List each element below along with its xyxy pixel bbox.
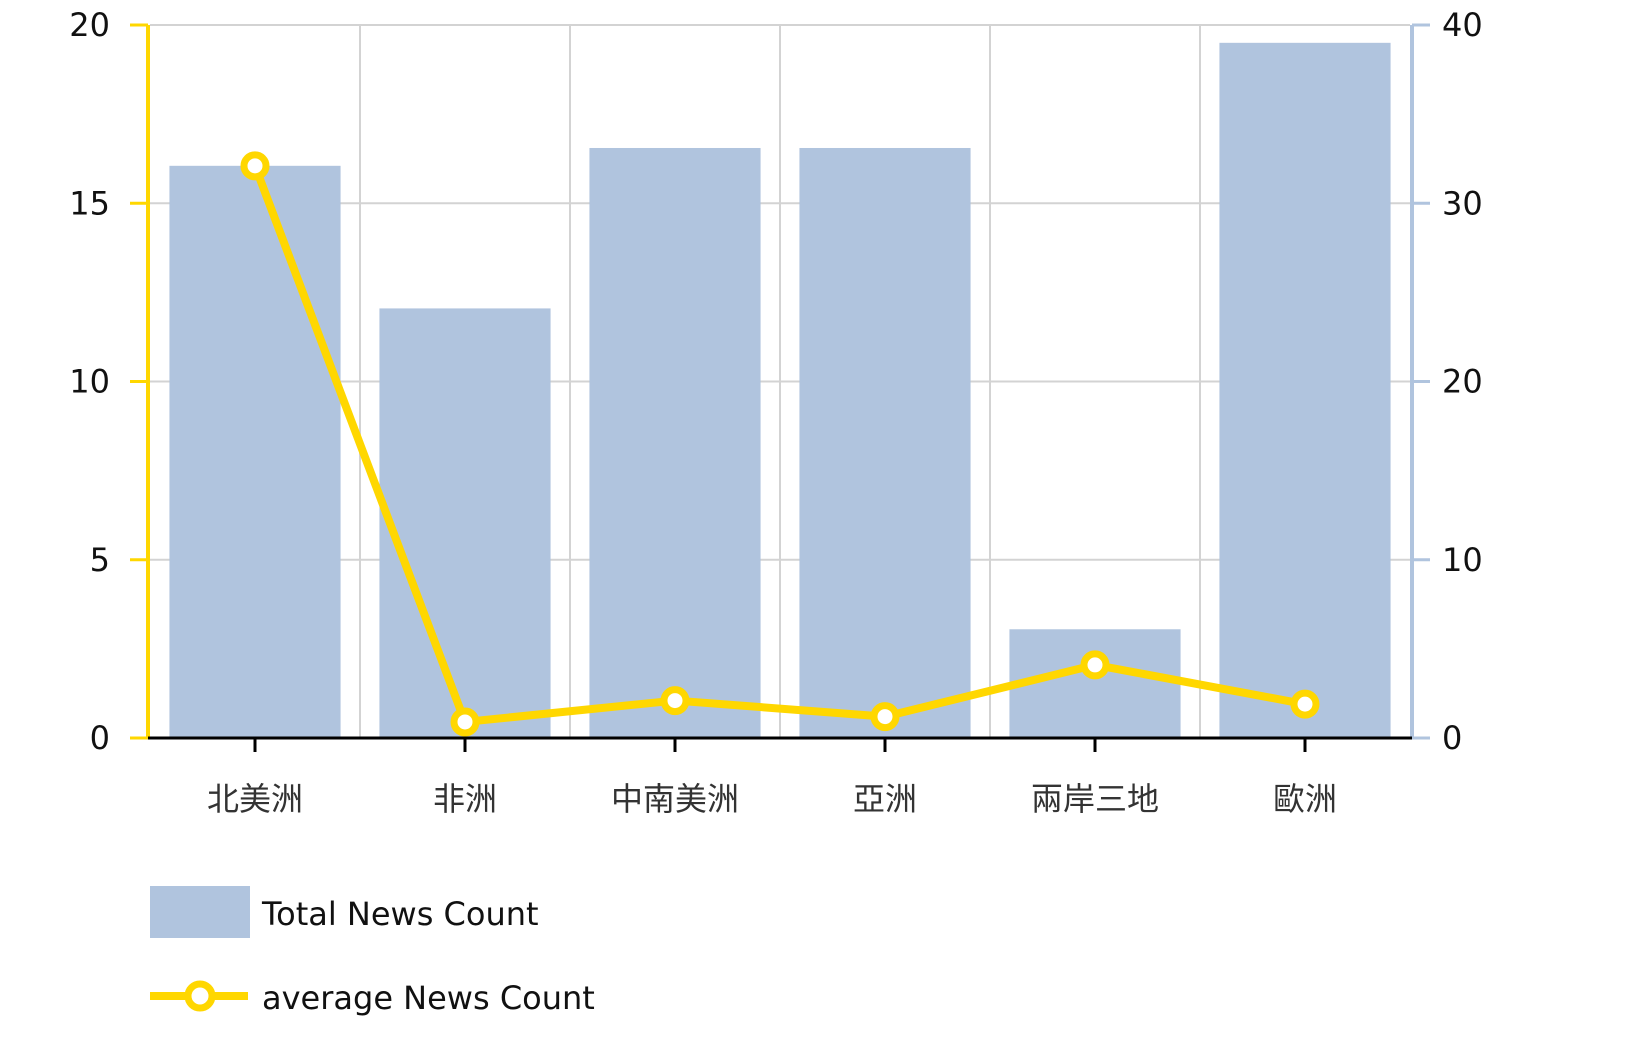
point-average-news-count [1290,689,1320,719]
line-average-news-count [251,164,1306,726]
right-axis-tick-label: 0 [1442,719,1462,757]
left-axis-tick-label: 20 [69,6,110,44]
x-axis-category-label: 非洲 [433,780,497,818]
bar-total-news-count [589,147,761,738]
right-axis-tick-label: 40 [1442,6,1483,44]
point-average-news-count [450,707,480,737]
x-axis-category-label: 亞洲 [853,780,917,818]
point-average-news-count [1080,650,1110,680]
right-axis-tick-label: 30 [1442,184,1483,222]
x-axis-category-label: 歐洲 [1273,780,1337,818]
point-average-news-count [660,686,690,716]
left-axis-tick-label: 10 [69,363,110,401]
legend: Total News Count average News Count [150,886,595,1017]
axis-layer [130,23,1430,752]
left-axis-tick-label: 15 [69,184,110,222]
point-average-news-count [240,151,270,181]
grid-layer [150,24,1410,738]
x-axis-category-label: 兩岸三地 [1031,780,1159,818]
line-layer [240,151,1320,737]
bar-layer [169,42,1391,738]
legend-swatch-point-average-news-count [184,980,216,1012]
bar-total-news-count [1219,42,1391,738]
left-axis-tick-label: 5 [90,541,110,579]
point-average-news-count [870,702,900,732]
x-axis-category-label: 北美洲 [207,780,303,818]
right-axis-tick-label: 20 [1442,363,1483,401]
legend-swatch-total-news-count [150,886,250,938]
right-axis-tick-label: 10 [1442,541,1483,579]
bar-total-news-count [799,147,971,738]
x-axis-category-label: 中南美洲 [611,780,739,818]
left-axis-tick-label: 0 [90,719,110,757]
label-layer: 0 5 10 15 20 0 10 20 30 40 北美洲 非洲 中南美洲 亞洲 兩岸三地 歐洲 [69,6,1482,818]
legend-label-average-news-count: average News Count [262,979,595,1017]
legend-label-total-news-count: Total News Count [261,895,539,933]
bar-total-news-count [1009,629,1181,738]
bar-total-news-count [169,165,341,738]
bar-total-news-count [379,308,551,738]
